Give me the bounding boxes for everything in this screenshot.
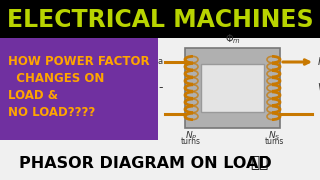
Text: PHASOR DIAGRAM ON LOAD: PHASOR DIAGRAM ON LOAD	[19, 156, 271, 170]
Bar	[201, 64, 264, 112]
Bar	[0, 0, 320, 38]
Text: ELECTRICAL MACHINES: ELECTRICAL MACHINES	[7, 8, 313, 32]
Text: $N_P$: $N_P$	[185, 130, 197, 143]
Text: $I_S$: $I_S$	[317, 55, 320, 69]
Text: LOAD &: LOAD &	[8, 89, 58, 102]
Text: NO LOAD????: NO LOAD????	[8, 106, 95, 119]
Text: tums: tums	[264, 137, 284, 146]
Bar	[0, 38, 158, 140]
Text: a: a	[158, 57, 163, 66]
Text: HOW POWER FACTOR: HOW POWER FACTOR	[8, 55, 150, 68]
Text: -: -	[158, 82, 163, 94]
Bar	[185, 48, 280, 128]
Text: 👍👍: 👍👍	[250, 156, 268, 170]
Text: $V_s$: $V_s$	[317, 81, 320, 95]
Text: $\Phi_m$: $\Phi_m$	[225, 32, 240, 46]
Text: CHANGES ON: CHANGES ON	[8, 72, 104, 85]
Text: $N_S$: $N_S$	[268, 130, 280, 143]
Text: turns: turns	[181, 137, 201, 146]
